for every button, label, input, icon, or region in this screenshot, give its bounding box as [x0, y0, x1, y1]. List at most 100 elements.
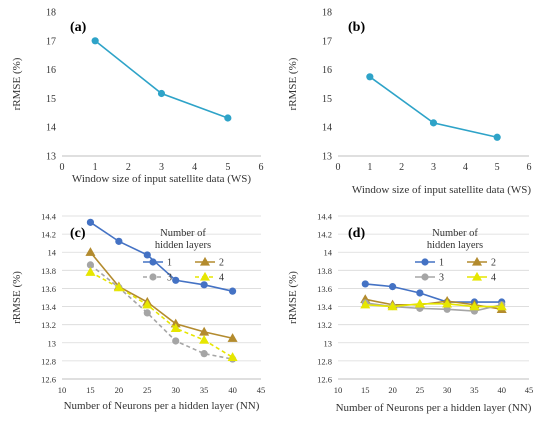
legend-label: 2: [491, 258, 496, 269]
data-point: [227, 352, 238, 361]
legend-label: 1: [167, 258, 172, 269]
x-tick-label: 10: [58, 385, 67, 395]
data-point: [387, 301, 398, 311]
legend-marker: [199, 271, 211, 281]
y-tick-label: 12.8: [41, 356, 56, 366]
x-tick-label: 10: [334, 385, 343, 395]
x-tick-label: 15: [361, 385, 370, 395]
y-tick-label: 16: [46, 65, 56, 76]
x-tick-label: 1: [367, 162, 372, 173]
y-tick-label: 14: [48, 248, 57, 258]
y-tick-label: 12.6: [317, 375, 332, 385]
legend-title: hidden layers: [155, 240, 211, 251]
x-tick-label: 6: [259, 162, 264, 173]
data-point: [85, 267, 96, 276]
legend-title: Number of: [432, 228, 478, 239]
series-line-2: [89, 251, 233, 340]
data-point: [442, 298, 453, 308]
legend-marker: [149, 273, 157, 281]
legend-label: 4: [491, 273, 496, 284]
x-tick-label: 45: [257, 385, 266, 395]
y-tick-label: 13.8: [41, 266, 56, 276]
x-tick-label: 0: [336, 162, 341, 173]
y-tick-label: 17: [322, 36, 332, 47]
y-tick-label: 14: [324, 248, 333, 258]
legend-marker: [149, 258, 157, 266]
x-axis-label: Window size of input satellite data (WS): [72, 173, 252, 185]
x-tick-label: 0: [60, 162, 65, 173]
legend-marker: [421, 258, 429, 266]
legend-marker: [199, 256, 211, 266]
data-point: [86, 218, 95, 226]
y-tick-label: 14.2: [41, 230, 56, 240]
y-axis-label: rRMSE (%): [287, 271, 299, 324]
data-point: [86, 261, 95, 269]
x-tick-label: 5: [495, 162, 500, 173]
data-point: [200, 281, 208, 289]
data-point: [227, 333, 238, 342]
data-point: [113, 282, 124, 292]
y-tick-label: 14.4: [317, 212, 333, 222]
series-line-1: [369, 76, 498, 139]
y-tick-label: 12.8: [317, 356, 332, 366]
data-point: [157, 89, 166, 98]
y-tick-label: 13: [322, 152, 332, 163]
data-point: [115, 237, 123, 245]
y-tick-label: 14: [322, 123, 332, 134]
x-tick-label: 4: [192, 162, 197, 173]
x-tick-label: 40: [228, 385, 237, 395]
data-point: [496, 301, 507, 311]
x-tick-label: 2: [126, 162, 131, 173]
x-tick-label: 40: [497, 385, 506, 395]
x-tick-label: 20: [115, 385, 124, 395]
panel-label: (c): [70, 226, 86, 241]
panel-label: (d): [348, 226, 365, 241]
data-point: [361, 280, 369, 288]
x-tick-label: 20: [388, 385, 397, 395]
y-tick-label: 13.6: [41, 284, 56, 294]
legend-marker: [471, 271, 483, 281]
y-tick-label: 13.4: [317, 302, 333, 312]
legend-title: Number of: [160, 228, 206, 239]
y-tick-label: 13.4: [41, 302, 57, 312]
x-tick-label: 35: [200, 385, 209, 395]
legend-label: 2: [219, 258, 224, 269]
legend-label: 1: [439, 258, 444, 269]
x-axis-label: Number of Neurons per a hidden layer (NN…: [64, 400, 260, 412]
legend-marker: [471, 256, 483, 266]
data-point: [416, 289, 424, 297]
x-tick-label: 30: [171, 385, 180, 395]
data-point: [429, 119, 438, 127]
x-tick-label: 6: [527, 162, 532, 173]
y-tick-label: 17: [46, 36, 56, 47]
x-tick-label: 30: [443, 385, 452, 395]
x-tick-label: 2: [399, 162, 404, 173]
legend-title: hidden layers: [427, 240, 483, 251]
series-line-1: [89, 221, 233, 292]
x-axis-label: Window size of input satellite data (WS): [352, 184, 532, 196]
x-tick-label: 4: [463, 162, 468, 173]
y-axis-label: rRMSE (%): [11, 271, 23, 324]
panel-label: (a): [70, 20, 87, 35]
data-point: [366, 73, 374, 81]
x-axis-label: Number of Neurons per a hidden layer (NN…: [336, 402, 532, 414]
x-tick-label: 3: [159, 162, 164, 173]
y-tick-label: 14.2: [317, 230, 332, 240]
x-tick-label: 15: [86, 385, 95, 395]
y-tick-label: 13.8: [317, 266, 332, 276]
y-tick-label: 13: [48, 338, 57, 348]
y-tick-label: 18: [46, 8, 56, 19]
data-point: [172, 276, 180, 284]
y-axis-label: rRMSE (%): [11, 57, 23, 110]
x-tick-label: 1: [93, 162, 98, 173]
y-tick-label: 13.6: [317, 284, 332, 294]
y-tick-label: 18: [322, 8, 332, 19]
y-tick-label: 12.6: [41, 375, 56, 385]
data-point: [414, 298, 425, 308]
